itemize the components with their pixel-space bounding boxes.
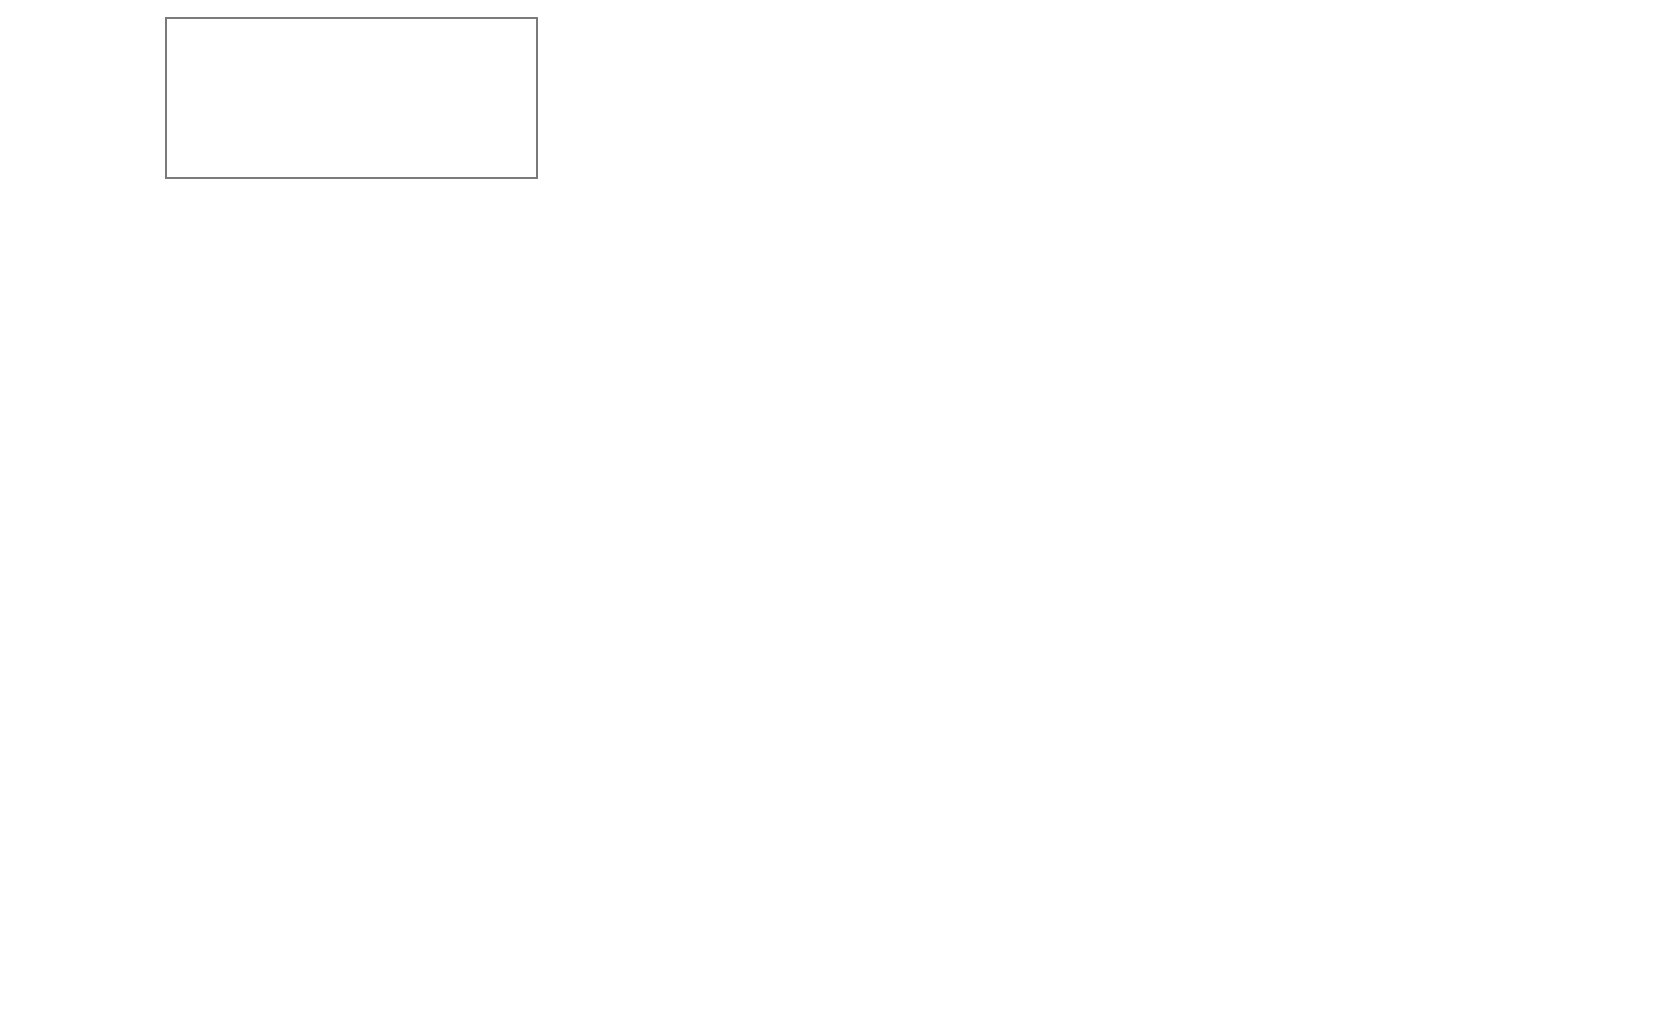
dpdt-line-icon <box>203 64 259 78</box>
theortide-line-icon <box>203 155 259 169</box>
average-annotation <box>1413 150 1439 450</box>
legend-box <box>165 17 538 179</box>
tide-axis-label <box>1611 500 1643 900</box>
legend-item-pressure <box>167 25 536 56</box>
legend-item-theortide <box>167 147 536 178</box>
pressure-line-icon <box>203 33 259 47</box>
gravity-axis-label <box>26 271 58 671</box>
legend-item-last10 <box>167 117 536 148</box>
div-scale-annotation <box>1373 147 1399 447</box>
residual-line-icon <box>203 94 259 108</box>
legend-item-residual <box>167 86 536 117</box>
pressure-axis-label <box>1605 88 1637 488</box>
last10-line-icon <box>203 125 259 139</box>
typical-noise-annotation <box>222 356 250 656</box>
legend-item-dpdt <box>167 56 536 87</box>
